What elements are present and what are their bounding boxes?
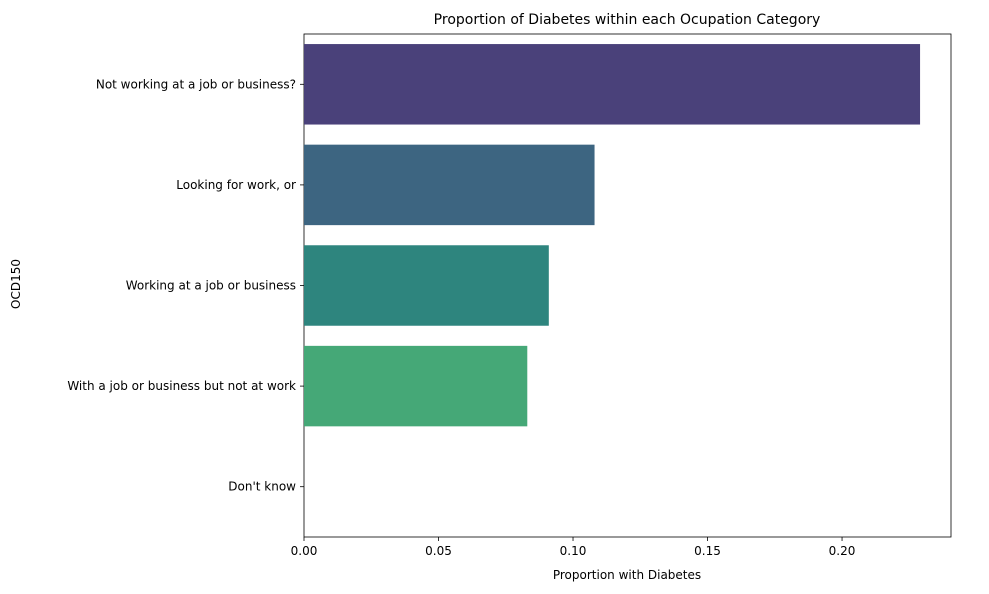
y-tick-label-2: Working at a job or business (126, 279, 296, 293)
y-axis: Not working at a job or business? Looking… (67, 77, 304, 494)
bar-1 (304, 144, 595, 226)
y-tick-label-3: With a job or business but not at work (67, 379, 296, 393)
bar-0 (304, 44, 921, 125)
x-tick-label-2: 0.10 (560, 544, 587, 558)
y-tick-label-1: Looking for work, or (176, 178, 296, 192)
y-tick-label-0: Not working at a job or business? (96, 77, 296, 91)
chart-title: Proportion of Diabetes within each Ocupa… (434, 12, 821, 28)
x-axis: 0.00 0.05 0.10 0.15 0.20 (291, 537, 856, 558)
x-tick-label-3: 0.15 (694, 544, 721, 558)
y-axis-label: OCD150 (9, 259, 23, 309)
x-tick-label-4: 0.20 (829, 544, 856, 558)
x-tick-label-1: 0.05 (425, 544, 452, 558)
y-tick-label-4: Don't know (228, 480, 296, 494)
x-axis-label: Proportion with Diabetes (553, 568, 701, 582)
bar-2 (304, 245, 549, 326)
x-tick-label-0: 0.00 (291, 544, 318, 558)
bars (304, 44, 921, 427)
bar-3 (304, 345, 528, 427)
